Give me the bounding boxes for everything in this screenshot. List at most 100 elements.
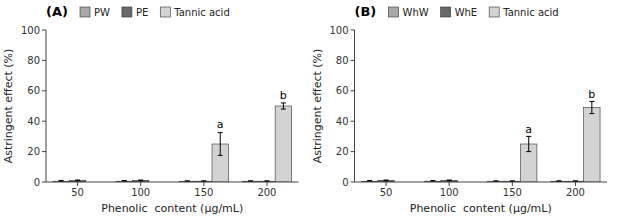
error-cap — [75, 180, 80, 181]
error-cap — [447, 180, 452, 181]
bars — [53, 103, 292, 182]
y-tick-label: 80 — [27, 55, 40, 66]
bar — [584, 108, 600, 182]
x-axis-label: Phenolic content (μg/mL) — [101, 202, 243, 215]
x-tick — [77, 182, 78, 186]
annotation: a — [217, 118, 224, 131]
y-tick — [42, 30, 46, 31]
error-cap — [248, 180, 253, 181]
y-tick — [351, 151, 355, 152]
error-cap — [75, 180, 80, 181]
y-tick-label: 0 — [342, 177, 348, 188]
panel: 02040608010050100150200Phenolic content … — [2, 4, 299, 215]
x-tick-label: 100 — [131, 187, 150, 198]
error-cap — [510, 180, 515, 181]
error-cap — [201, 180, 206, 181]
y-tick-label: 40 — [27, 116, 40, 127]
legend-label: PW — [94, 7, 110, 18]
x-tick — [449, 182, 450, 186]
legend-swatch — [160, 7, 170, 17]
y-tick-label: 100 — [329, 25, 348, 36]
legend-label: WhE — [455, 7, 478, 18]
chart-root: 02040608010050100150200Phenolic content … — [0, 0, 617, 220]
legend-label: WhW — [403, 7, 429, 18]
panel-label: (B) — [355, 4, 377, 19]
error-line — [591, 101, 592, 113]
error-cap — [185, 180, 190, 181]
x-tick-label: 50 — [380, 187, 393, 198]
y-tick-label: 40 — [336, 116, 349, 127]
error-cap — [384, 180, 389, 181]
y-tick — [42, 182, 46, 183]
error-bar — [218, 133, 223, 156]
legend-label: PE — [136, 7, 148, 18]
error-cap — [218, 132, 223, 133]
annotation: b — [280, 89, 287, 102]
error-cap — [138, 180, 143, 181]
legend-swatch — [441, 7, 451, 17]
x-tick — [386, 182, 387, 186]
error-bar — [138, 180, 143, 182]
legend-swatch — [389, 7, 399, 17]
error-line — [528, 136, 529, 151]
y-tick — [351, 30, 355, 31]
x-tick — [512, 182, 513, 186]
x-axis-label: Phenolic content (μg/mL) — [410, 202, 552, 215]
bars — [361, 101, 600, 182]
x-tick — [140, 182, 141, 186]
error-cap — [493, 180, 498, 181]
legend: PW PE Tannic acid — [80, 7, 230, 18]
error-line — [220, 133, 221, 156]
error-cap — [218, 155, 223, 156]
legend: WhW WhE Tannic acid — [389, 7, 559, 18]
y-tick-label: 80 — [336, 55, 349, 66]
y-axis-label: Astringent effect (%) — [2, 49, 15, 164]
panel: 02040608010050100150200Phenolic content … — [311, 4, 608, 215]
error-cap — [138, 180, 143, 181]
y-tick — [351, 121, 355, 122]
y-tick — [351, 182, 355, 183]
legend-label: Tannic acid — [502, 7, 558, 18]
y-tick-label: 20 — [27, 146, 40, 157]
legend-swatch — [80, 7, 90, 17]
x-tick-label: 100 — [440, 187, 459, 198]
y-tick — [351, 60, 355, 61]
error-bar — [384, 180, 389, 182]
error-cap — [557, 180, 562, 181]
x-tick-label: 150 — [194, 187, 213, 198]
legend-label: Tannic acid — [173, 7, 229, 18]
annotation: b — [588, 88, 595, 101]
error-bar — [281, 103, 286, 109]
error-cap — [122, 180, 127, 181]
x-axis — [46, 182, 299, 183]
error-cap — [526, 151, 531, 152]
error-bar — [526, 136, 531, 151]
error-bar — [75, 180, 80, 182]
legend-swatch — [122, 7, 132, 17]
y-tick — [42, 90, 46, 91]
error-cap — [589, 101, 594, 102]
x-tick — [203, 182, 204, 186]
error-cap — [281, 109, 286, 110]
annotation: a — [525, 123, 532, 136]
y-tick-label: 0 — [34, 177, 40, 188]
error-cap — [59, 180, 64, 181]
x-tick — [266, 182, 267, 186]
y-tick — [42, 60, 46, 61]
error-cap — [264, 180, 269, 181]
x-tick — [575, 182, 576, 186]
y-tick-label: 20 — [336, 146, 349, 157]
error-bar — [447, 180, 452, 182]
error-cap — [281, 102, 286, 103]
x-tick-label: 50 — [71, 187, 84, 198]
legend-swatch — [489, 7, 499, 17]
bar — [275, 106, 291, 182]
y-tick — [351, 90, 355, 91]
y-tick — [42, 151, 46, 152]
error-cap — [384, 180, 389, 181]
error-cap — [447, 180, 452, 181]
y-tick-label: 60 — [336, 85, 349, 96]
x-tick-label: 200 — [566, 187, 585, 198]
error-cap — [430, 180, 435, 181]
x-axis — [355, 182, 608, 183]
